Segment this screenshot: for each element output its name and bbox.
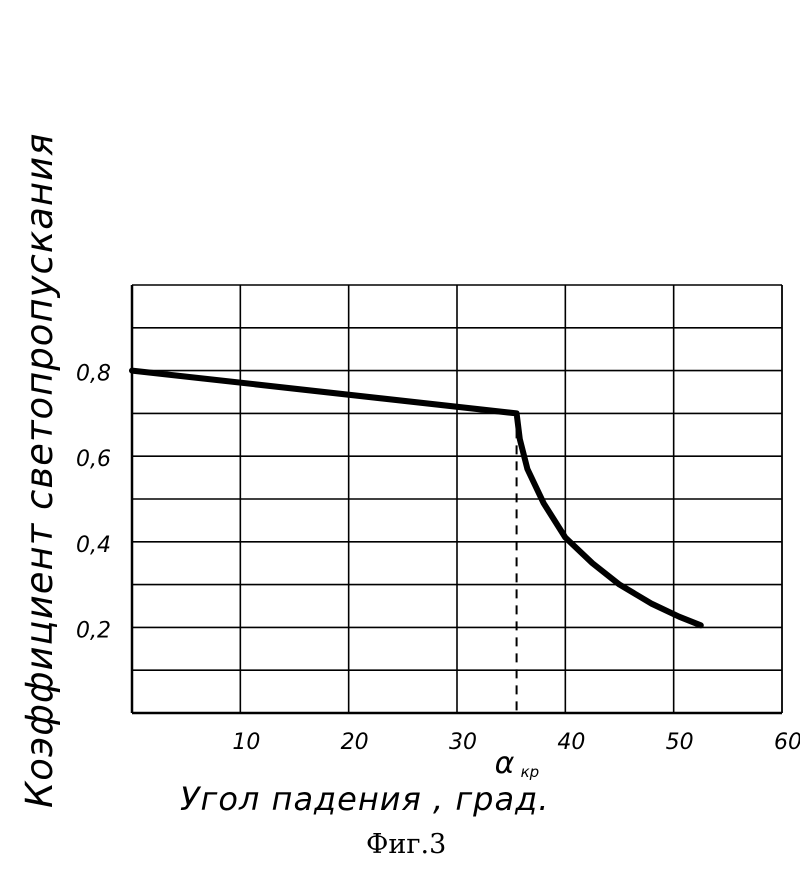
series-line: [132, 371, 701, 626]
critical-angle-label-sub: кр: [521, 763, 540, 781]
critical-angle-label: α: [495, 746, 515, 781]
y-tick-label: 0,8: [76, 362, 111, 387]
grid: [132, 285, 782, 713]
y-tick-label: 0,2: [76, 618, 111, 643]
x-tick-label: 60: [774, 730, 800, 755]
x-tick-labels: 10 20 30 40 50 60: [232, 730, 800, 755]
y-axis-label: Коэффициент светопропускания: [18, 133, 61, 808]
y-tick-labels: 0,2 0,4 0,6 0,8: [76, 362, 111, 644]
figure-caption: Фиг.3: [366, 829, 446, 860]
x-axis-label: Угол падения , град.: [180, 780, 549, 818]
y-tick-label: 0,6: [76, 447, 111, 472]
x-tick-label: 10: [232, 730, 260, 755]
x-tick-label: 30: [449, 730, 477, 755]
y-tick-label: 0,4: [76, 533, 111, 558]
x-tick-label: 50: [666, 730, 694, 755]
x-tick-label: 40: [557, 730, 585, 755]
x-tick-label: 20: [341, 730, 369, 755]
